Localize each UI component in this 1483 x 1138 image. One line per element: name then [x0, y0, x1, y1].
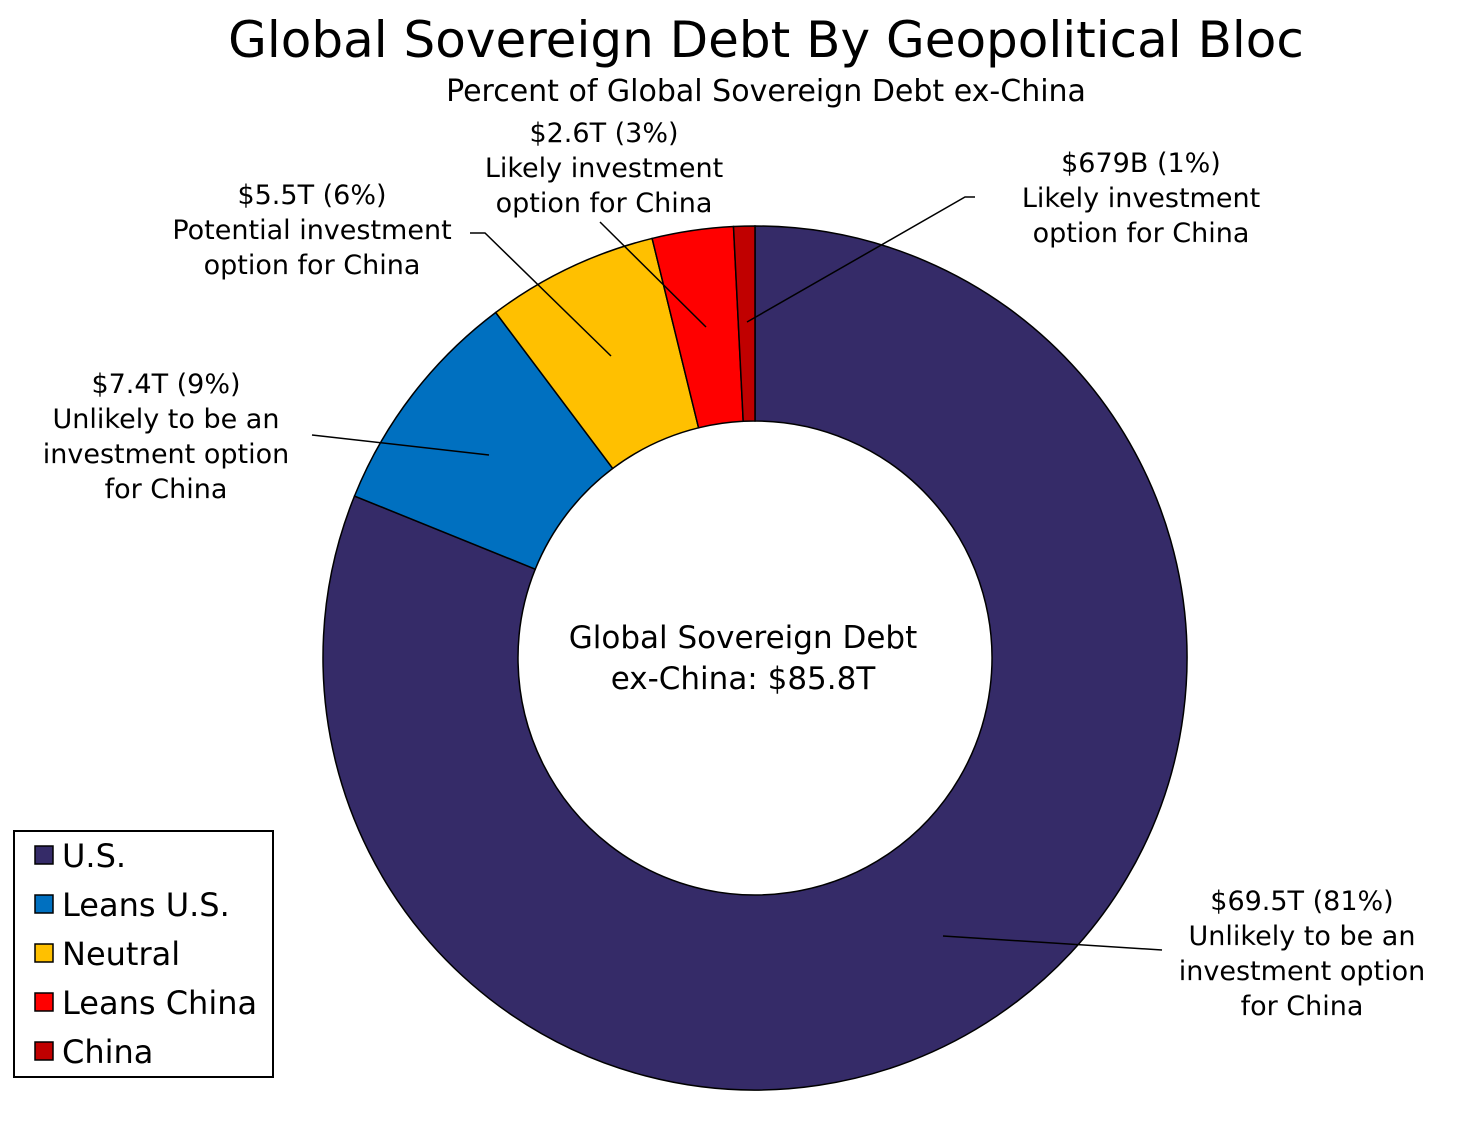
legend-label: Leans China — [62, 984, 257, 1022]
center-label-line-2: ex-China: $85.8T — [611, 661, 877, 697]
data-label: for China — [1241, 991, 1364, 1022]
data-label: investment option — [1179, 956, 1425, 987]
data-label: investment option — [43, 439, 289, 470]
leader-line — [311, 434, 490, 456]
donut-slices — [322, 225, 1188, 1091]
leader-line — [942, 935, 1163, 951]
legend-swatch — [34, 894, 54, 914]
data-labels: $69.5T (81%) Unlikely to be an investment … — [43, 118, 1425, 1022]
leader-lines — [311, 196, 1163, 951]
chart-subtitle: Percent of Global Sovereign Debt ex-Chin… — [446, 74, 1086, 109]
data-label: $69.5T (81%) — [1210, 886, 1393, 917]
data-label: $5.5T (6%) — [237, 180, 386, 211]
data-label: Likely investment — [485, 153, 723, 184]
legend-swatch — [34, 943, 54, 963]
leader-line — [599, 221, 707, 328]
center-label-line-1: Global Sovereign Debt — [569, 620, 918, 656]
legend-swatch — [34, 992, 54, 1012]
data-label: Potential investment — [172, 215, 451, 246]
legend: U.S. Leans U.S. Neutral Leans China China — [13, 830, 274, 1078]
data-label: $679B (1%) — [1061, 148, 1221, 179]
leader-line — [470, 232, 612, 357]
legend-swatch — [34, 1041, 54, 1061]
slice-china — [732, 225, 756, 423]
data-label: option for China — [204, 250, 421, 281]
legend-label: Neutral — [62, 935, 180, 973]
legend-label: Leans U.S. — [62, 886, 230, 924]
data-label: $2.6T (3%) — [529, 118, 678, 149]
legend-swatch — [34, 845, 54, 865]
data-label: option for China — [496, 188, 713, 219]
chart-title: Global Sovereign Debt By Geopolitical Bl… — [228, 11, 1304, 69]
data-label: $7.4T (9%) — [91, 369, 240, 400]
data-label: for China — [105, 474, 228, 505]
legend-label: China — [62, 1033, 153, 1071]
data-label: Unlikely to be an — [53, 404, 280, 435]
legend-label: U.S. — [62, 837, 126, 875]
leader-line — [746, 196, 975, 323]
legend-box — [13, 830, 274, 1078]
data-label: option for China — [1033, 218, 1250, 249]
data-label: Unlikely to be an — [1189, 921, 1416, 952]
slice-u-s — [322, 225, 1188, 1091]
data-label: Likely investment — [1022, 183, 1260, 214]
